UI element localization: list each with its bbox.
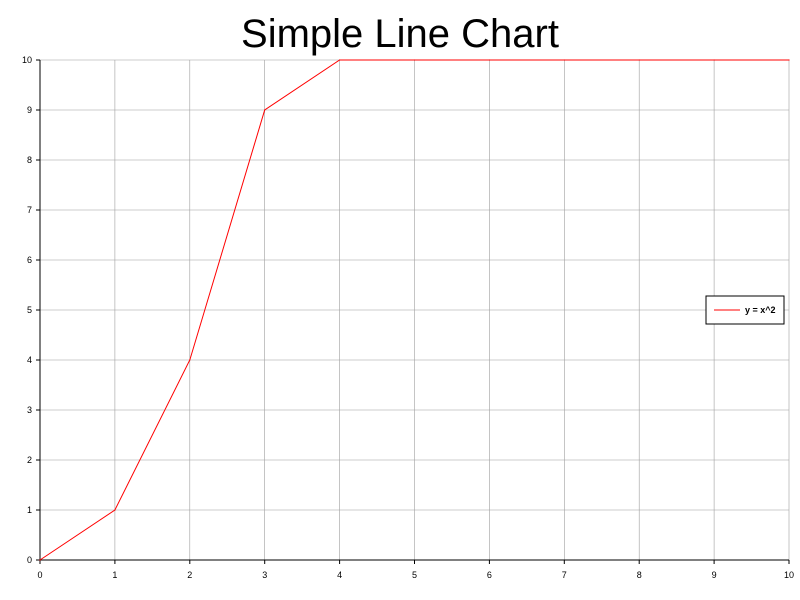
data-point-0-1: [114, 509, 116, 511]
legend-label: y = x^2: [745, 305, 776, 315]
axes: [36, 59, 790, 564]
data-point-0-10: [788, 59, 790, 61]
data-point-0-6: [488, 59, 490, 61]
x-tick-label-9: 9: [712, 570, 717, 580]
y-tick-label-0: 0: [27, 555, 32, 565]
legend: y = x^2: [705, 295, 785, 325]
x-tick-label-2: 2: [187, 570, 192, 580]
grid: [39, 59, 790, 561]
x-tick-label-6: 6: [487, 570, 492, 580]
x-tick-label-1: 1: [112, 570, 117, 580]
data-point-0-9: [713, 59, 715, 61]
series-lines: [39, 59, 790, 561]
data-point-0-4: [339, 59, 341, 61]
data-point-0-7: [563, 59, 565, 61]
y-tick-label-9: 9: [27, 105, 32, 115]
y-tick-label-7: 7: [27, 205, 32, 215]
x-tick-label-0: 0: [37, 570, 42, 580]
y-tick-label-10: 10: [22, 55, 32, 65]
tick-labels: 0 1 2 3 4 5 6 7 8 9 10 0 1 2 3 4 5 6 7 8 9 10: [22, 55, 794, 580]
y-tick-label-6: 6: [27, 255, 32, 265]
data-point-0-8: [638, 59, 640, 61]
x-tick-label-10: 10: [784, 570, 794, 580]
data-point-0-5: [413, 59, 416, 61]
y-tick-label-2: 2: [27, 455, 32, 465]
y-tick-label-4: 4: [27, 355, 32, 365]
y-tick-label-1: 1: [27, 505, 32, 515]
x-tick-label-3: 3: [262, 570, 267, 580]
y-tick-label-3: 3: [27, 405, 32, 415]
chart-title: Simple Line Chart: [241, 12, 559, 56]
x-tick-label-4: 4: [337, 570, 342, 580]
data-point-0-0: [39, 559, 41, 561]
y-tick-label-5: 5: [27, 305, 32, 315]
y-tick-label-8: 8: [27, 155, 32, 165]
x-tick-label-5: 5: [412, 570, 417, 580]
data-point-0-2: [189, 359, 191, 361]
data-point-0-3: [264, 109, 266, 111]
x-tick-label-8: 8: [637, 570, 642, 580]
x-tick-label-7: 7: [562, 570, 567, 580]
